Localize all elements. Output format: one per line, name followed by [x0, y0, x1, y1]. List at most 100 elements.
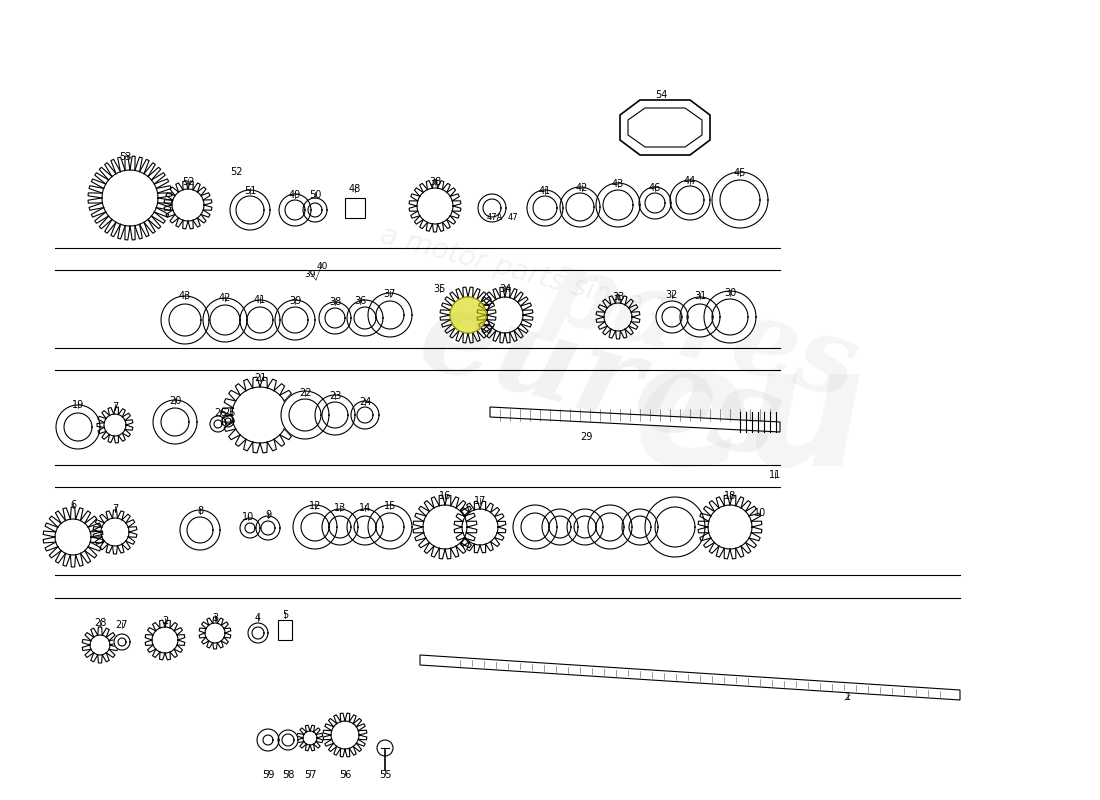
Text: a motor parts since 1985: a motor parts since 1985 [377, 221, 723, 339]
Polygon shape [222, 415, 234, 427]
Text: 16: 16 [439, 491, 451, 501]
Polygon shape [645, 497, 705, 557]
Text: 18: 18 [724, 491, 736, 501]
Text: 54: 54 [654, 90, 668, 100]
Polygon shape [490, 407, 780, 432]
Polygon shape [351, 401, 380, 429]
Text: 46: 46 [649, 183, 661, 193]
Polygon shape [513, 505, 557, 549]
Polygon shape [680, 297, 720, 337]
Text: 42: 42 [575, 183, 589, 193]
Text: euros: euros [407, 277, 793, 483]
Polygon shape [280, 391, 329, 439]
Polygon shape [180, 510, 220, 550]
Text: 58: 58 [282, 770, 294, 780]
Polygon shape [704, 291, 756, 343]
Polygon shape [542, 509, 578, 545]
Polygon shape [566, 509, 603, 545]
Text: 7: 7 [112, 402, 118, 412]
Polygon shape [450, 297, 486, 333]
Text: 25: 25 [223, 408, 236, 418]
Polygon shape [478, 194, 506, 222]
Text: 22: 22 [299, 388, 311, 398]
Text: 48: 48 [349, 184, 361, 194]
Text: 21: 21 [254, 373, 266, 383]
Circle shape [377, 740, 393, 756]
Text: 17: 17 [474, 496, 486, 506]
Text: 4: 4 [255, 613, 261, 623]
Polygon shape [420, 655, 960, 700]
Text: eu: eu [635, 338, 866, 502]
Polygon shape [621, 509, 658, 545]
Polygon shape [248, 623, 268, 643]
Text: 52: 52 [182, 177, 195, 187]
Text: 49: 49 [289, 190, 301, 200]
Polygon shape [368, 505, 412, 549]
Polygon shape [712, 172, 768, 228]
Polygon shape [256, 516, 280, 540]
Polygon shape [278, 730, 298, 750]
Text: 39: 39 [289, 296, 301, 306]
Text: 8: 8 [197, 506, 204, 516]
Text: 1: 1 [845, 692, 851, 702]
Text: 38: 38 [429, 177, 441, 187]
Polygon shape [257, 729, 279, 751]
Text: 11: 11 [769, 470, 781, 480]
Polygon shape [656, 301, 688, 333]
Polygon shape [210, 416, 225, 432]
Text: 37: 37 [384, 289, 396, 299]
Text: 26: 26 [213, 408, 227, 418]
Polygon shape [346, 300, 383, 336]
Polygon shape [293, 505, 337, 549]
Polygon shape [161, 296, 209, 344]
Text: 10: 10 [754, 508, 766, 518]
Polygon shape [319, 302, 351, 334]
Text: 50: 50 [309, 190, 321, 200]
Text: 47A: 47A [487, 213, 504, 222]
Text: 7: 7 [112, 504, 118, 514]
Text: 44: 44 [684, 176, 696, 186]
Polygon shape [620, 100, 710, 155]
Polygon shape [275, 300, 315, 340]
Text: 43: 43 [179, 291, 191, 301]
Text: 41: 41 [254, 295, 266, 305]
Text: 55: 55 [378, 770, 392, 780]
Text: 43: 43 [612, 179, 624, 189]
Polygon shape [346, 509, 383, 545]
Polygon shape [670, 180, 710, 220]
Text: 52: 52 [230, 167, 242, 177]
Text: 13: 13 [334, 503, 346, 513]
Polygon shape [368, 293, 412, 337]
Polygon shape [240, 300, 280, 340]
Polygon shape [527, 190, 563, 226]
Text: 59: 59 [262, 770, 274, 780]
Text: 42: 42 [219, 293, 231, 303]
Polygon shape [56, 405, 100, 449]
Text: 24: 24 [359, 397, 371, 407]
Text: 40: 40 [317, 262, 328, 271]
Text: 9: 9 [265, 510, 271, 520]
Polygon shape [560, 187, 600, 227]
Text: 35: 35 [433, 284, 447, 294]
Polygon shape [628, 108, 702, 147]
Text: pares: pares [532, 239, 868, 421]
Text: 32: 32 [666, 290, 679, 300]
Polygon shape [596, 183, 640, 227]
Text: 31: 31 [694, 291, 706, 301]
Polygon shape [279, 194, 311, 226]
Text: 56: 56 [339, 770, 351, 780]
Polygon shape [588, 505, 632, 549]
Polygon shape [639, 187, 671, 219]
Polygon shape [240, 518, 260, 538]
Text: 34: 34 [499, 284, 512, 294]
Polygon shape [114, 634, 130, 650]
Text: 53: 53 [119, 152, 131, 162]
Text: 41: 41 [539, 186, 551, 196]
Text: 36: 36 [354, 296, 366, 306]
Text: 28: 28 [94, 618, 107, 628]
Text: 19: 19 [72, 400, 84, 410]
Polygon shape [204, 298, 248, 342]
Polygon shape [302, 198, 327, 222]
Text: 6: 6 [70, 500, 76, 510]
Text: 29: 29 [580, 432, 593, 442]
